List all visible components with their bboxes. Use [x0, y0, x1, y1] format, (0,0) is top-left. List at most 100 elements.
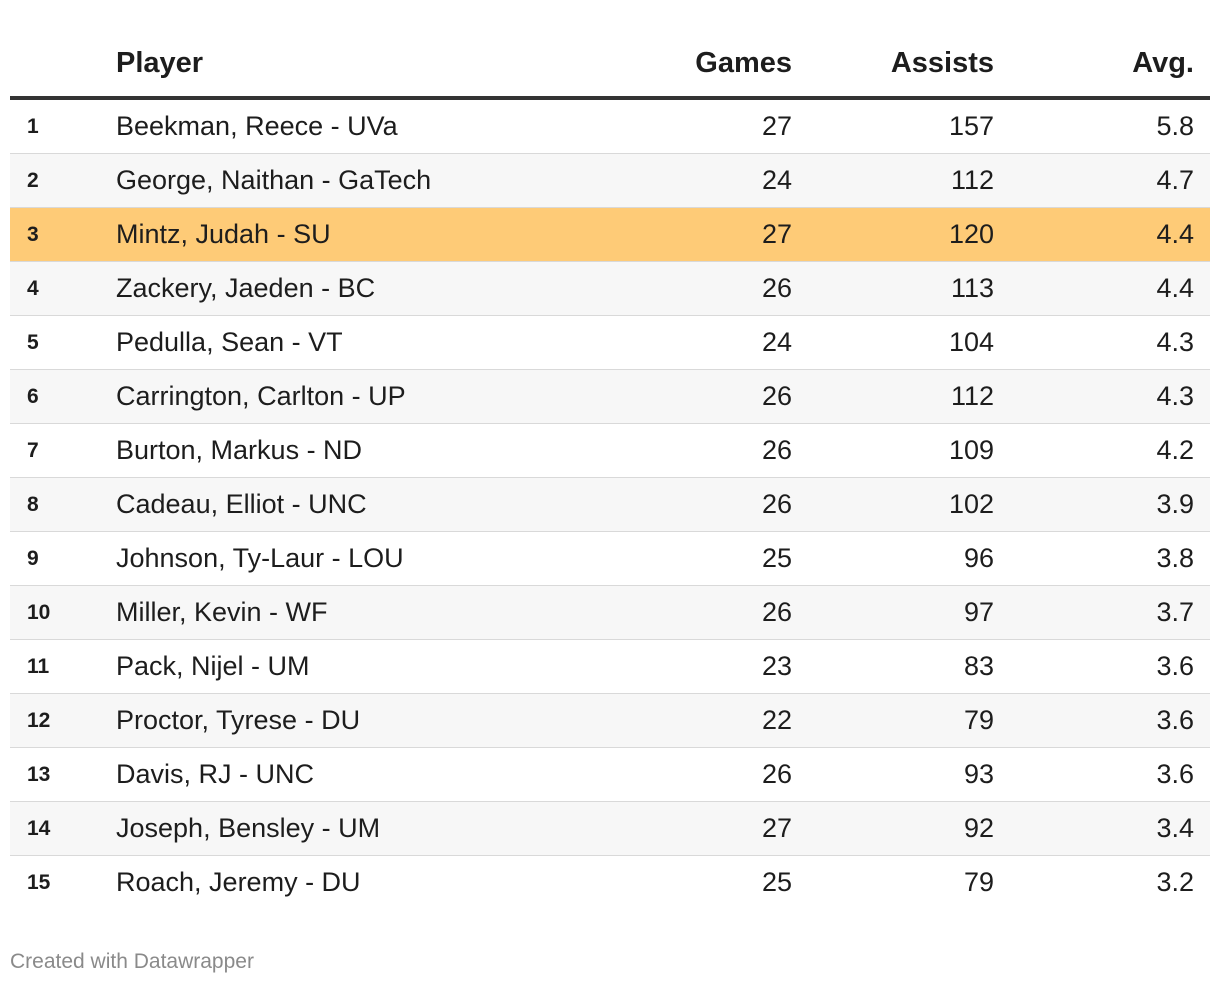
assists-cell: 83 [792, 639, 994, 694]
avg-cell: 4.2 [994, 423, 1210, 478]
table-row: 8 Cadeau, Elliot - UNC 26 102 3.9 [10, 477, 1210, 532]
rank-cell: 8 [10, 477, 116, 532]
games-cell: 22 [596, 693, 792, 748]
assists-cell: 92 [792, 801, 994, 856]
assists-cell: 93 [792, 747, 994, 802]
rank-cell: 13 [10, 747, 116, 802]
table-row: 13 Davis, RJ - UNC 26 93 3.6 [10, 747, 1210, 802]
rank-cell: 1 [10, 98, 116, 154]
assists-cell: 97 [792, 585, 994, 640]
rank-cell: 4 [10, 261, 116, 316]
datawrapper-credit[interactable]: Created with Datawrapper [10, 950, 254, 973]
rank-cell: 9 [10, 531, 116, 586]
header-assists[interactable]: Assists [792, 30, 994, 100]
player-cell: Mintz, Judah - SU [116, 207, 596, 262]
table-row: 14 Joseph, Bensley - UM 27 92 3.4 [10, 801, 1210, 856]
avg-cell: 4.4 [994, 261, 1210, 316]
avg-cell: 5.8 [994, 98, 1210, 154]
assists-cell: 112 [792, 153, 994, 208]
avg-cell: 3.6 [994, 693, 1210, 748]
games-cell: 27 [596, 801, 792, 856]
games-cell: 25 [596, 855, 792, 909]
player-cell: Pedulla, Sean - VT [116, 315, 596, 370]
avg-cell: 3.7 [994, 585, 1210, 640]
rank-cell: 15 [10, 855, 116, 909]
rank-cell: 7 [10, 423, 116, 478]
assists-cell: 157 [792, 98, 994, 154]
assists-cell: 96 [792, 531, 994, 586]
avg-cell: 4.4 [994, 207, 1210, 262]
games-cell: 26 [596, 585, 792, 640]
games-cell: 27 [596, 98, 792, 154]
player-cell: Joseph, Bensley - UM [116, 801, 596, 856]
avg-cell: 4.3 [994, 369, 1210, 424]
table-row-highlighted: 3 Mintz, Judah - SU 27 120 4.4 [10, 207, 1210, 262]
assists-cell: 79 [792, 693, 994, 748]
games-cell: 27 [596, 207, 792, 262]
games-cell: 23 [596, 639, 792, 694]
assists-cell: 113 [792, 261, 994, 316]
avg-cell: 3.6 [994, 747, 1210, 802]
games-cell: 26 [596, 477, 792, 532]
table-row: 7 Burton, Markus - ND 26 109 4.2 [10, 423, 1210, 478]
avg-cell: 3.2 [994, 855, 1210, 909]
avg-cell: 3.6 [994, 639, 1210, 694]
table-row: 12 Proctor, Tyrese - DU 22 79 3.6 [10, 693, 1210, 748]
games-cell: 24 [596, 153, 792, 208]
table-row: 10 Miller, Kevin - WF 26 97 3.7 [10, 585, 1210, 640]
rank-cell: 3 [10, 207, 116, 262]
table-row: 11 Pack, Nijel - UM 23 83 3.6 [10, 639, 1210, 694]
assists-cell: 120 [792, 207, 994, 262]
rank-cell: 2 [10, 153, 116, 208]
player-cell: Zackery, Jaeden - BC [116, 261, 596, 316]
rank-cell: 12 [10, 693, 116, 748]
player-cell: Davis, RJ - UNC [116, 747, 596, 802]
rank-cell: 5 [10, 315, 116, 370]
player-cell: Johnson, Ty-Laur - LOU [116, 531, 596, 586]
player-cell: George, Naithan - GaTech [116, 153, 596, 208]
rank-cell: 14 [10, 801, 116, 856]
rank-cell: 10 [10, 585, 116, 640]
assists-table-container: Player Games Assists Avg. 1 Beekman, Reec… [10, 30, 1210, 909]
rank-cell: 6 [10, 369, 116, 424]
header-rank [10, 30, 116, 100]
games-cell: 25 [596, 531, 792, 586]
assists-cell: 112 [792, 369, 994, 424]
table-row: 6 Carrington, Carlton - UP 26 112 4.3 [10, 369, 1210, 424]
player-cell: Carrington, Carlton - UP [116, 369, 596, 424]
player-cell: Burton, Markus - ND [116, 423, 596, 478]
table-row: 9 Johnson, Ty-Laur - LOU 25 96 3.8 [10, 531, 1210, 586]
rank-cell: 11 [10, 639, 116, 694]
avg-cell: 3.8 [994, 531, 1210, 586]
games-cell: 26 [596, 747, 792, 802]
header-avg[interactable]: Avg. [994, 30, 1210, 100]
assists-cell: 104 [792, 315, 994, 370]
games-cell: 24 [596, 315, 792, 370]
table-row: 5 Pedulla, Sean - VT 24 104 4.3 [10, 315, 1210, 370]
avg-cell: 3.4 [994, 801, 1210, 856]
player-cell: Proctor, Tyrese - DU [116, 693, 596, 748]
player-cell: Roach, Jeremy - DU [116, 855, 596, 909]
table-row: 2 George, Naithan - GaTech 24 112 4.7 [10, 153, 1210, 208]
assists-cell: 79 [792, 855, 994, 909]
table-body: 1 Beekman, Reece - UVa 27 157 5.8 2 George, Na… [10, 98, 1210, 909]
avg-cell: 3.9 [994, 477, 1210, 532]
games-cell: 26 [596, 423, 792, 478]
player-cell: Beekman, Reece - UVa [116, 98, 596, 154]
games-cell: 26 [596, 261, 792, 316]
player-cell: Cadeau, Elliot - UNC [116, 477, 596, 532]
table-row: 15 Roach, Jeremy - DU 25 79 3.2 [10, 855, 1210, 909]
assists-cell: 102 [792, 477, 994, 532]
header-games[interactable]: Games [596, 30, 792, 100]
table-row: 4 Zackery, Jaeden - BC 26 113 4.4 [10, 261, 1210, 316]
player-cell: Miller, Kevin - WF [116, 585, 596, 640]
table-header-row: Player Games Assists Avg. [10, 30, 1210, 100]
header-player[interactable]: Player [116, 30, 596, 100]
player-cell: Pack, Nijel - UM [116, 639, 596, 694]
assists-cell: 109 [792, 423, 994, 478]
table-row: 1 Beekman, Reece - UVa 27 157 5.8 [10, 98, 1210, 154]
assists-table: Player Games Assists Avg. 1 Beekman, Reec… [10, 30, 1210, 909]
avg-cell: 4.7 [994, 153, 1210, 208]
games-cell: 26 [596, 369, 792, 424]
avg-cell: 4.3 [994, 315, 1210, 370]
